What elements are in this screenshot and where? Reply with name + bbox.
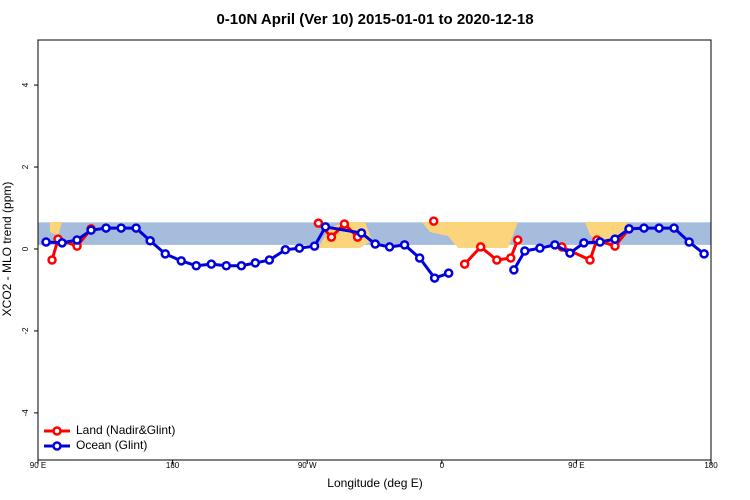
x-tick-label: 180 — [166, 461, 180, 470]
y-tick-label: -2 — [21, 327, 30, 335]
data-point — [131, 223, 141, 233]
x-axis-label: Longitude (deg E) — [327, 476, 422, 490]
data-point — [47, 255, 57, 265]
data-point — [492, 255, 502, 265]
data-point — [313, 218, 324, 228]
x-tick-label: 0 — [440, 461, 445, 470]
y-tick-label: 0 — [21, 246, 30, 251]
data-point — [41, 237, 51, 247]
data-point — [116, 223, 126, 233]
data-point — [326, 232, 337, 242]
y-tick-label: -4 — [21, 409, 30, 417]
legend-marker — [52, 441, 62, 451]
plot-frame — [37, 39, 712, 461]
x-tick-label: 90 W — [298, 461, 317, 470]
data-point — [428, 216, 439, 226]
land-shape — [422, 222, 518, 248]
data-point — [72, 235, 82, 245]
data-point — [309, 241, 320, 251]
data-point — [639, 223, 649, 233]
data-point — [579, 238, 589, 248]
data-point — [370, 239, 380, 249]
data-point — [654, 223, 664, 233]
data-point — [509, 265, 519, 275]
data-point — [356, 228, 367, 238]
x-tick-label: 90 E — [568, 461, 584, 470]
data-point — [294, 243, 305, 253]
data-point — [520, 246, 530, 256]
y-tick-label: 4 — [21, 82, 30, 87]
data-point — [550, 240, 560, 250]
data-point — [264, 255, 275, 265]
y-tick-label: 2 — [21, 164, 30, 169]
data-point — [206, 259, 217, 269]
data-point — [699, 249, 709, 259]
data-point — [684, 237, 694, 247]
legend-label: Ocean (Glint) — [76, 438, 147, 452]
ocean-band — [38, 222, 711, 245]
data-point — [384, 242, 395, 252]
data-point — [160, 249, 171, 259]
data-point — [57, 238, 67, 248]
x-tick-label: 180 — [704, 461, 718, 470]
data-point — [280, 245, 291, 255]
data-point — [176, 256, 187, 266]
data-point — [513, 235, 523, 245]
data-point — [86, 225, 96, 235]
chart-title: 0-10N April (Ver 10) 2015-01-01 to 2020-… — [216, 11, 533, 28]
data-point — [221, 261, 232, 271]
data-point — [101, 223, 111, 233]
data-point — [414, 253, 425, 263]
data-point — [669, 223, 679, 233]
data-point — [595, 237, 605, 247]
land-shape — [50, 222, 62, 236]
data-point — [565, 248, 575, 258]
data-point — [505, 253, 516, 263]
data-point — [535, 243, 545, 253]
data-point — [610, 234, 620, 244]
y-axis-label: XCO2 - MLO trend (ppm) — [0, 182, 14, 317]
data-point — [236, 261, 247, 271]
legend-marker — [52, 426, 62, 436]
data-point — [320, 222, 331, 232]
data-point — [624, 224, 634, 234]
data-point — [585, 255, 595, 265]
data-point — [475, 242, 486, 252]
x-tick-label: 90 E — [30, 461, 46, 470]
data-point — [145, 236, 155, 246]
data-point — [443, 268, 454, 278]
data-point — [399, 240, 410, 250]
data-point — [429, 273, 440, 283]
data-point — [339, 219, 350, 229]
data-point — [250, 258, 261, 268]
data-point — [191, 261, 201, 271]
legend-label: Land (Nadir&Glint) — [76, 423, 175, 437]
data-point — [459, 259, 470, 269]
